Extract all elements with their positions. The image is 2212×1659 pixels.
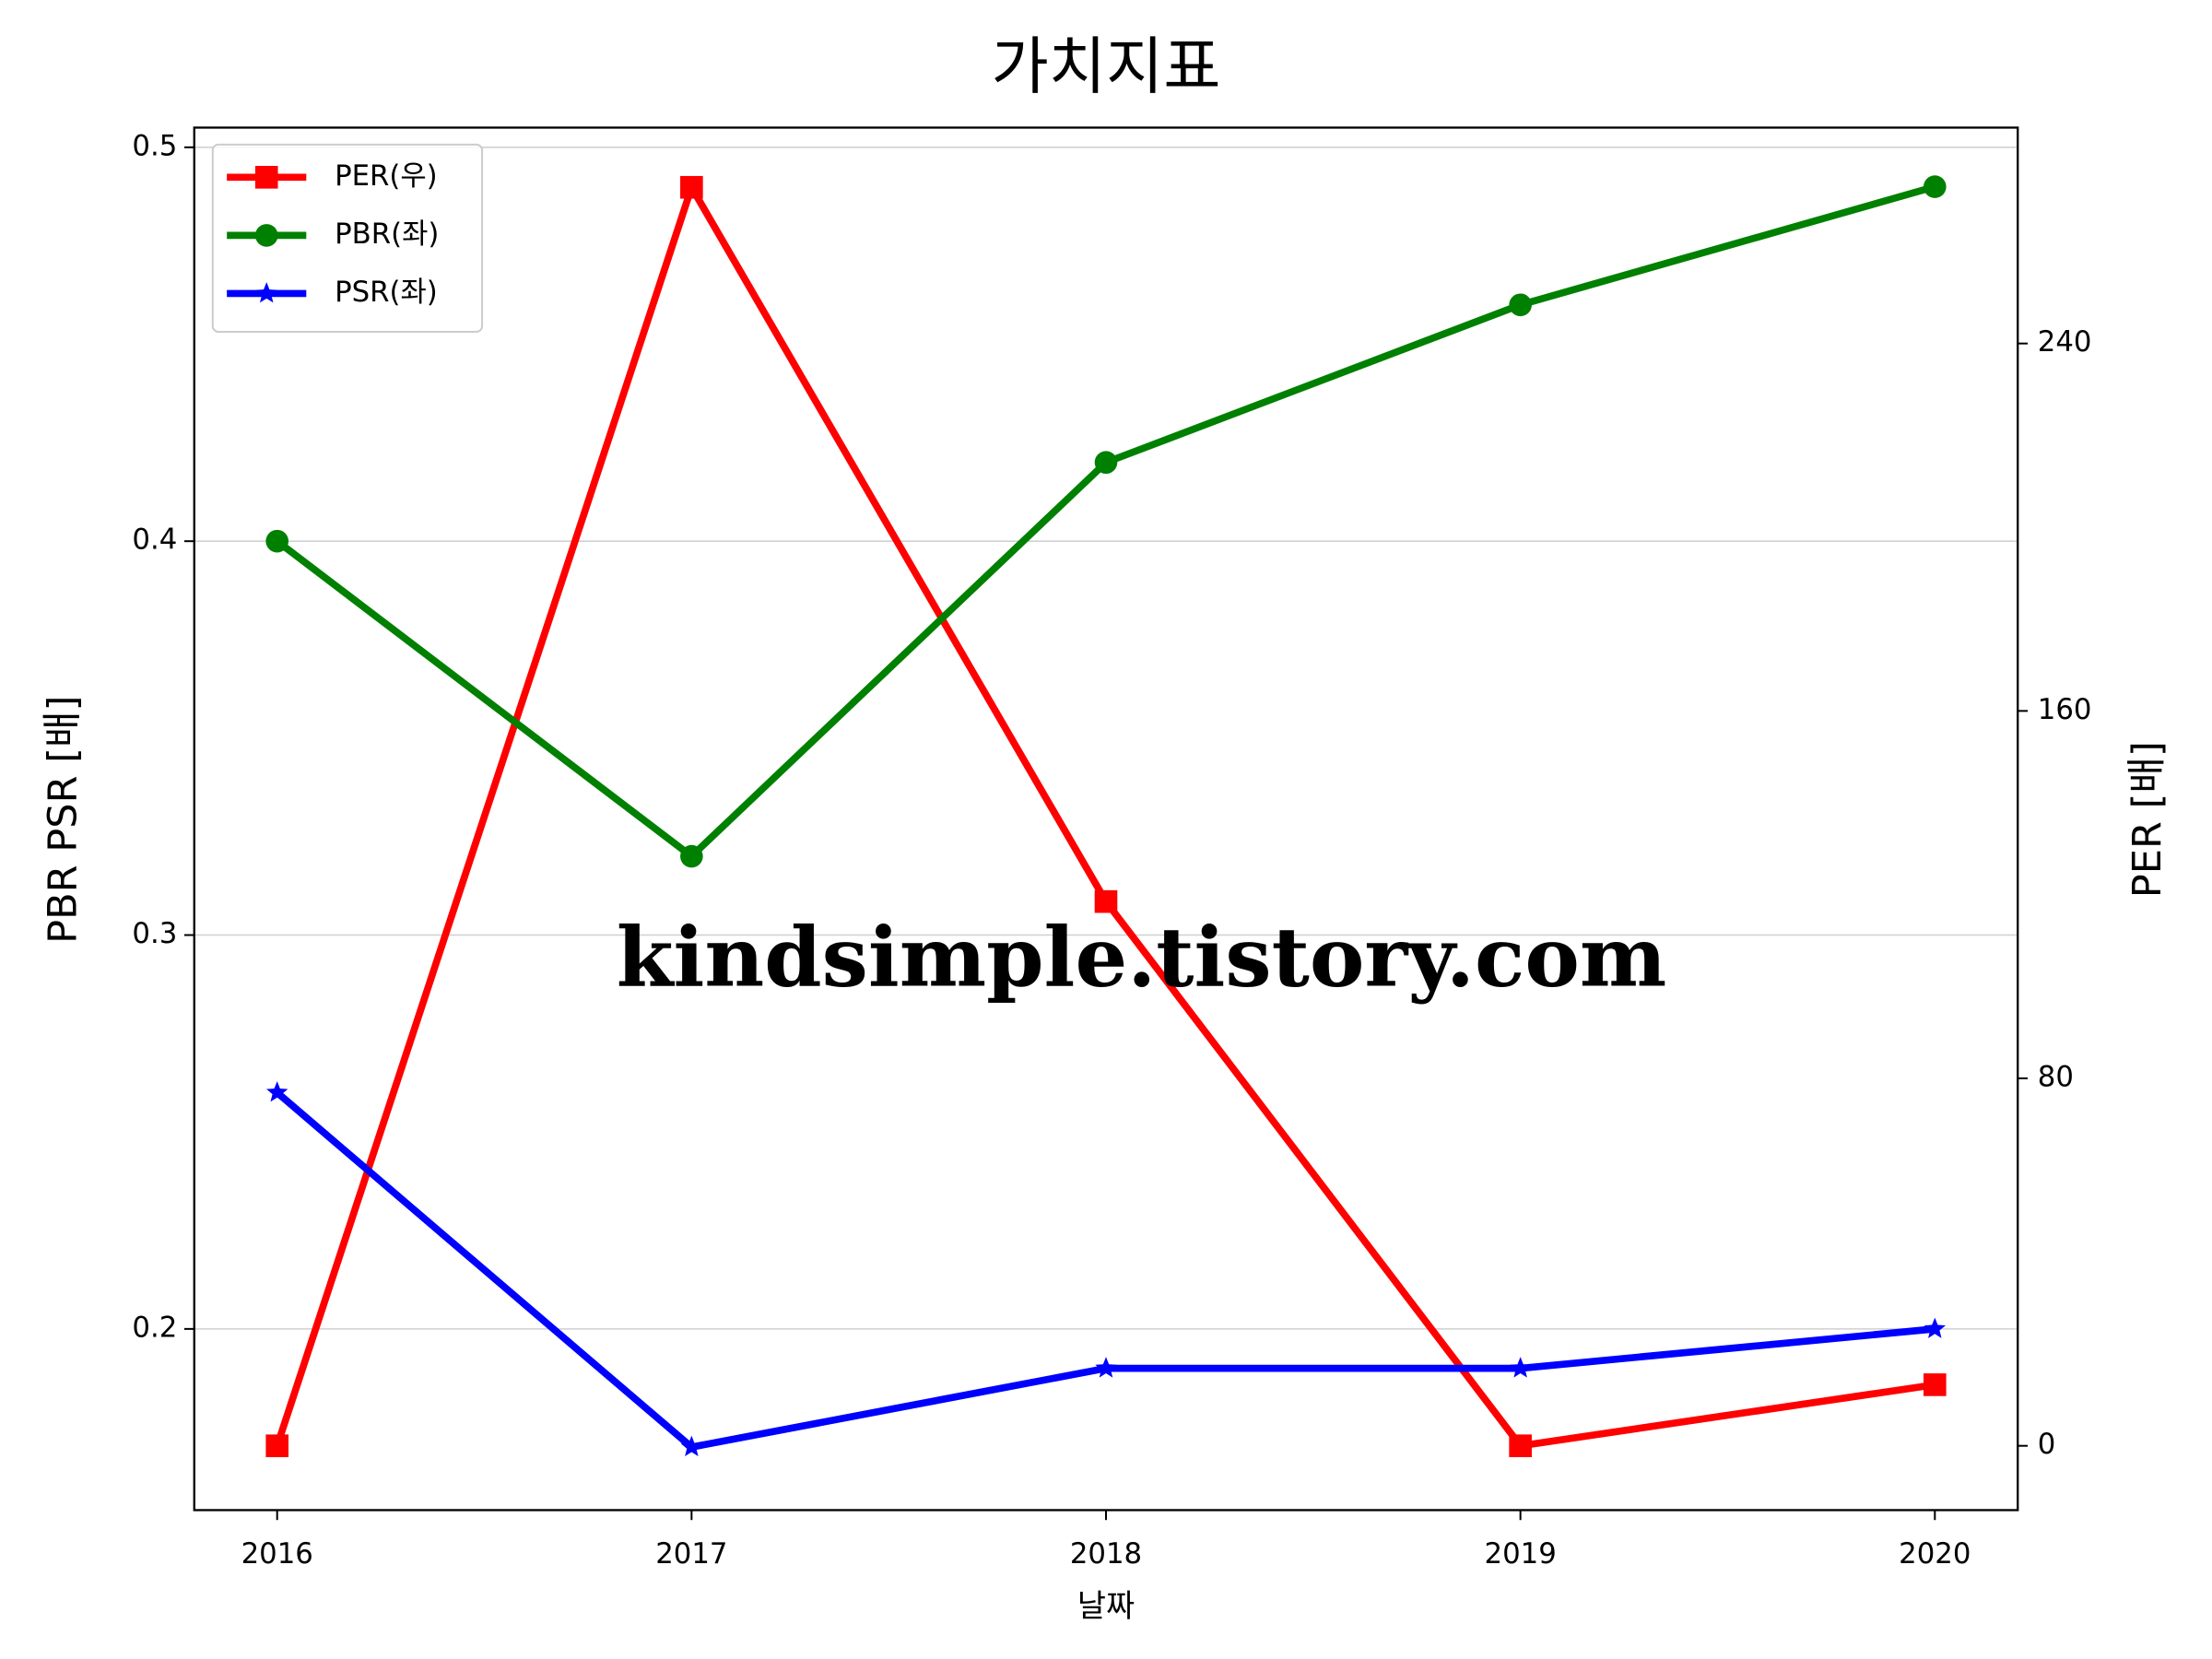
y2-tick-label: 80 xyxy=(2038,1061,2074,1094)
marker xyxy=(1923,175,1947,198)
legend-label: PSR(좌) xyxy=(335,276,438,309)
y2-tick-label: 0 xyxy=(2038,1428,2056,1461)
y-tick-label: 0.3 xyxy=(132,917,177,950)
marker xyxy=(1094,451,1118,475)
marker xyxy=(1509,1434,1532,1458)
marker xyxy=(1509,1357,1532,1378)
marker xyxy=(265,1434,289,1458)
y-tick-label: 0.4 xyxy=(132,524,177,557)
legend-marker xyxy=(255,282,277,303)
x-tick-label: 2017 xyxy=(655,1537,727,1571)
legend-label: PBR(좌) xyxy=(335,218,439,251)
marker xyxy=(680,844,703,868)
y-axis-label: PBR PSR [배] xyxy=(40,696,86,944)
marker xyxy=(265,529,289,553)
marker xyxy=(265,1081,288,1102)
watermark: kindsimple.tistory.com xyxy=(617,910,1667,1006)
marker xyxy=(1924,1317,1947,1338)
marker xyxy=(1509,293,1532,317)
legend-label: PER(우) xyxy=(335,159,438,193)
legend-marker xyxy=(254,166,278,189)
marker xyxy=(680,1435,703,1457)
y2-axis-label: PER [배] xyxy=(2124,741,2171,898)
marker xyxy=(1923,1373,1947,1396)
legend-box xyxy=(211,143,484,333)
x-tick-label: 2020 xyxy=(1899,1537,1971,1571)
x-tick-label: 2016 xyxy=(241,1537,313,1571)
marker xyxy=(680,175,703,199)
chart-title: 가치지표 xyxy=(991,29,1220,102)
x-tick-label: 2019 xyxy=(1485,1537,1557,1571)
x-axis-label: 날짜 xyxy=(1077,1588,1135,1624)
legend-marker xyxy=(254,224,278,247)
x-tick-label: 2018 xyxy=(1070,1537,1142,1571)
y-tick-label: 0.2 xyxy=(132,1311,177,1344)
marker xyxy=(1094,889,1118,913)
y2-tick-label: 240 xyxy=(2038,325,2092,359)
y2-tick-label: 160 xyxy=(2038,693,2092,726)
y-tick-label: 0.5 xyxy=(132,129,177,162)
marker xyxy=(1095,1357,1117,1378)
plot-frame xyxy=(193,126,2019,1512)
